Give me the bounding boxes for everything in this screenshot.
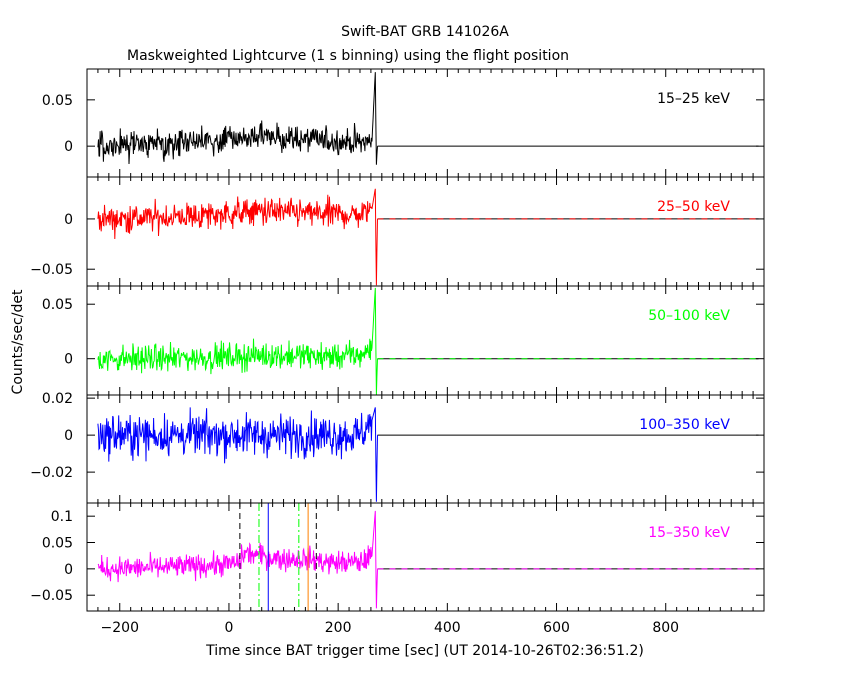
y-axis-label: Counts/sec/det	[10, 289, 26, 394]
y-tick-label: 0	[64, 428, 73, 444]
band-label: 100–350 keV	[639, 417, 730, 433]
y-tick-label: 0	[64, 352, 73, 368]
lightcurve-series	[97, 188, 378, 286]
x-tick-label: −200	[101, 620, 139, 636]
panel-3: 0 0.05 50–100 keV	[42, 285, 765, 396]
y-tick-label: −0.05	[30, 588, 73, 604]
y-tick-label: −0.05	[30, 262, 73, 278]
lightcurve-series	[97, 287, 378, 395]
y-tick-label: 0.05	[42, 93, 73, 109]
y-tick-label: 0.1	[51, 509, 73, 525]
panel-2: −0.05 0 25–50 keV	[30, 176, 765, 287]
band-label: 25–50 keV	[657, 199, 730, 215]
panel-frame	[86, 68, 765, 178]
panels-group: 0 0.05 15–25 keV −0.05 0 25–50 keV 0 0.05 50–100…	[30, 68, 765, 636]
band-label: 15–350 keV	[648, 525, 730, 541]
y-tick-label: 0.05	[42, 297, 73, 313]
y-tick-label: 0	[64, 562, 73, 578]
band-label: 50–100 keV	[648, 308, 730, 324]
x-axis-label: Time since BAT trigger time [sec] (UT 20…	[205, 643, 644, 659]
chart-subtitle: Maskweighted Lightcurve (1 s binning) us…	[127, 48, 569, 64]
x-tick-label: 800	[652, 620, 679, 636]
x-tick-label: 200	[325, 620, 352, 636]
lightcurve-series	[97, 72, 378, 165]
x-tick-label: 600	[543, 620, 570, 636]
y-tick-label: 0.02	[42, 391, 73, 407]
panel-frame	[86, 394, 765, 504]
panel-frame	[86, 176, 765, 287]
chart-title: Swift-BAT GRB 141026A	[341, 24, 509, 40]
x-tick-label: 0	[224, 620, 233, 636]
panel-1: 0 0.05 15–25 keV	[42, 68, 765, 178]
lightcurve-series	[97, 407, 378, 502]
band-label: 15–25 keV	[657, 91, 730, 107]
y-tick-label: 0	[64, 139, 73, 155]
y-tick-label: −0.02	[30, 465, 73, 481]
panel-5: −0.05 0 0.05 0.1 15–350 keV	[30, 502, 765, 612]
panel-frame	[86, 285, 765, 396]
y-tick-label: 0.05	[42, 536, 73, 552]
y-tick-label: 0	[64, 212, 73, 228]
panel-4: −0.02 0 0.02 100–350 keV	[30, 391, 765, 504]
lightcurve-series	[97, 510, 378, 609]
x-tick-label: 400	[434, 620, 461, 636]
panel-frame	[86, 502, 765, 612]
